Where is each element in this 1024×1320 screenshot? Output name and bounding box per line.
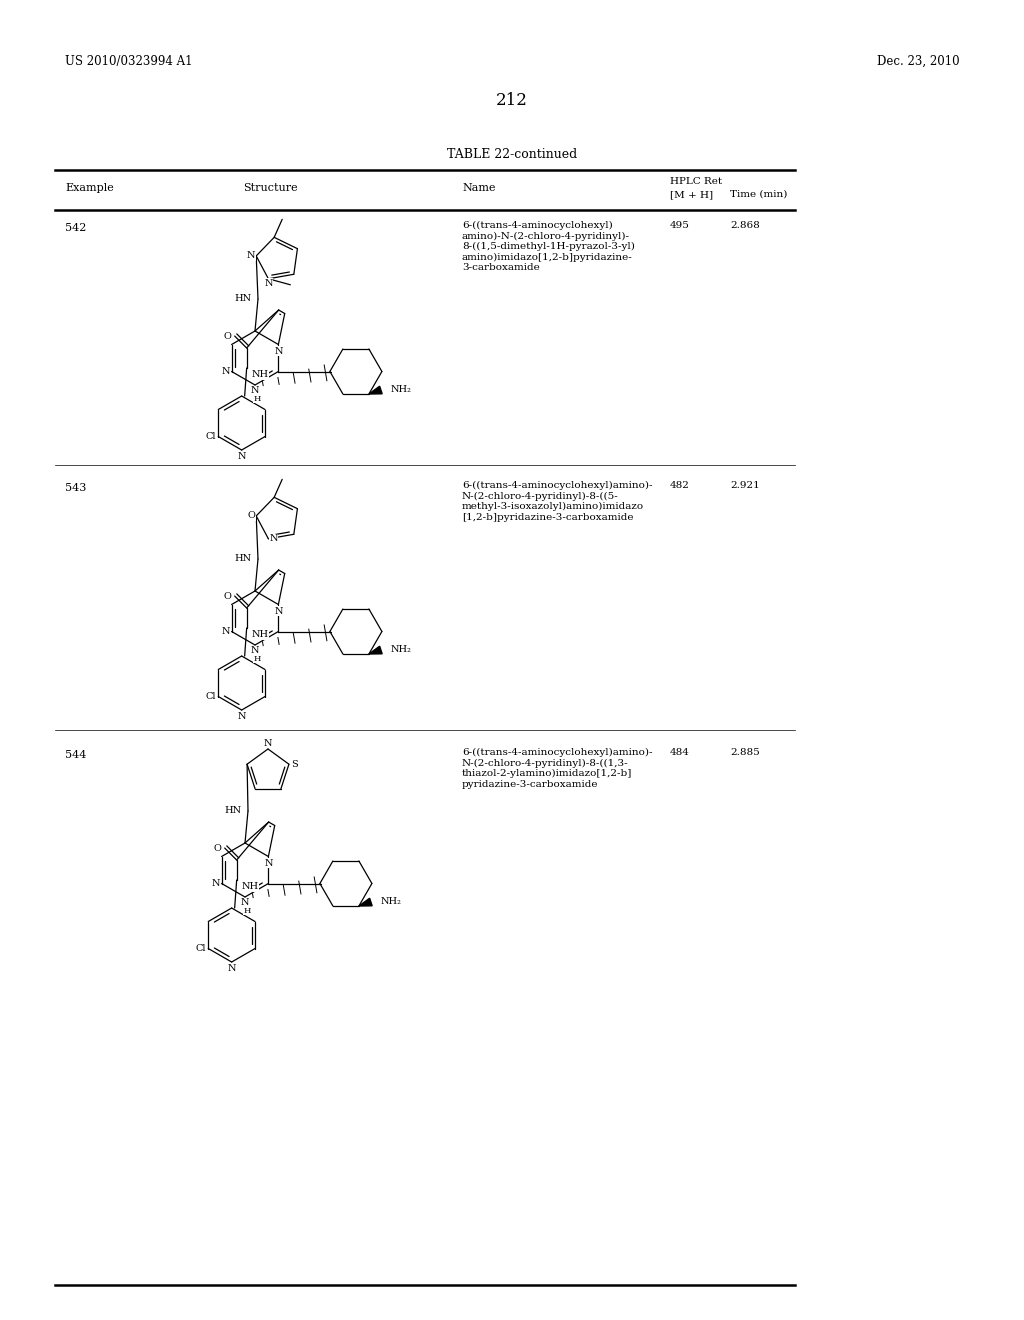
Text: H: H [244,907,251,915]
Text: 495: 495 [670,220,690,230]
Text: 2.921: 2.921 [730,480,760,490]
Text: Structure: Structure [243,183,297,193]
Text: 544: 544 [65,750,86,760]
Text: N: N [251,385,259,395]
Text: N: N [251,645,259,655]
Text: N: N [238,711,246,721]
Text: N: N [264,279,272,288]
Text: NH: NH [252,630,268,639]
Text: NH₂: NH₂ [391,644,412,653]
Text: 482: 482 [670,480,690,490]
Text: O: O [224,591,231,601]
Text: N: N [238,451,246,461]
Text: US 2010/0323994 A1: US 2010/0323994 A1 [65,55,193,69]
Text: NH: NH [242,882,259,891]
Text: 2.885: 2.885 [730,748,760,756]
Text: 6-((trans-4-aminocyclohexyl)amino)-
N-(2-chloro-4-pyridinyl)-8-((5-
methyl-3-iso: 6-((trans-4-aminocyclohexyl)amino)- N-(2… [462,480,652,521]
Text: Cl: Cl [206,432,216,441]
Text: N: N [221,627,229,636]
Text: 212: 212 [496,92,528,110]
Text: S: S [291,760,298,768]
Text: N: N [264,858,272,867]
Text: 6-((trans-4-aminocyclohexyl)amino)-
N-(2-chloro-4-pyridinyl)-8-((1,3-
thiazol-2-: 6-((trans-4-aminocyclohexyl)amino)- N-(2… [462,748,652,788]
Text: O: O [214,843,221,853]
Text: 6-((trans-4-aminocyclohexyl)
amino)-N-(2-chloro-4-pyridinyl)-
8-((1,5-dimethyl-1: 6-((trans-4-aminocyclohexyl) amino)-N-(2… [462,220,635,272]
Polygon shape [369,647,382,653]
Text: 543: 543 [65,483,86,492]
Text: Cl: Cl [196,944,206,953]
Text: NH₂: NH₂ [381,896,401,906]
Text: N: N [247,251,255,260]
Text: H: H [253,395,261,403]
Text: Name: Name [462,183,496,193]
Text: O: O [224,331,231,341]
Text: N: N [221,367,229,376]
Text: N: N [274,606,283,615]
Text: Cl: Cl [206,692,216,701]
Text: NH: NH [252,370,268,379]
Text: N: N [241,898,249,907]
Text: Time (min): Time (min) [730,190,787,199]
Text: H: H [253,655,261,663]
Text: N: N [211,879,219,888]
Text: N: N [274,346,283,355]
Polygon shape [369,387,382,393]
Text: HN: HN [225,807,242,814]
Text: N: N [264,739,272,748]
Text: 2.868: 2.868 [730,220,760,230]
Text: HN: HN [234,554,252,564]
Text: N: N [227,964,236,973]
Text: NH₂: NH₂ [391,384,412,393]
Text: 484: 484 [670,748,690,756]
Text: O: O [248,511,255,520]
Text: N: N [269,535,278,544]
Text: HN: HN [234,294,252,304]
Text: Example: Example [65,183,114,193]
Text: Dec. 23, 2010: Dec. 23, 2010 [878,55,961,69]
Polygon shape [358,898,372,906]
Text: [M + H]: [M + H] [670,190,713,199]
Text: HPLC Ret: HPLC Ret [670,177,722,186]
Text: TABLE 22-continued: TABLE 22-continued [446,148,578,161]
Text: 542: 542 [65,223,86,234]
